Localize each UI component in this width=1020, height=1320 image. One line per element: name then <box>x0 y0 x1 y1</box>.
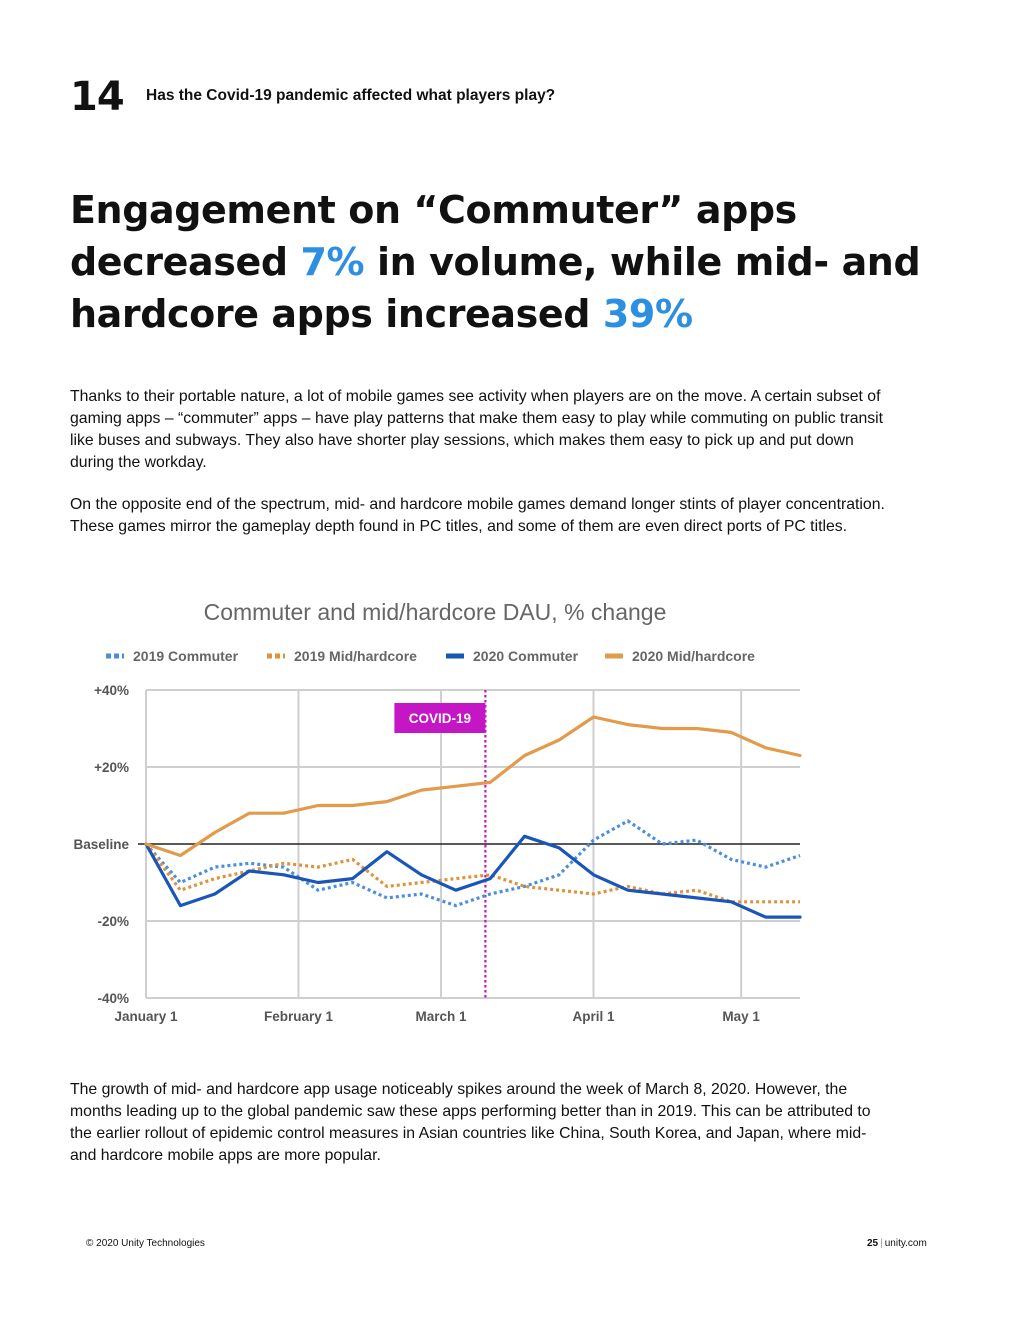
y-tick-label: Baseline <box>73 837 129 852</box>
headline-text-2: in volume, while mid- and hardcore apps … <box>70 240 921 336</box>
intro-paragraph: Thanks to their portable nature, a lot o… <box>70 388 884 471</box>
section-number: 14 <box>70 74 125 120</box>
footer-copyright: © 2020 Unity Technologies <box>86 1238 205 1249</box>
chart-title: Commuter and mid/hardcore DAU, % change <box>203 599 667 625</box>
headline-highlight-midcore: 39% <box>602 292 693 336</box>
series-line-2020-mid-hardcore <box>144 715 802 858</box>
x-tick-label: January 1 <box>114 1009 178 1024</box>
y-tick-label: +40% <box>94 683 129 698</box>
y-tick-label: -40% <box>97 991 129 1006</box>
x-tick-label: April 1 <box>572 1009 615 1024</box>
legend-label: 2019 Commuter <box>133 648 239 664</box>
x-tick-label: March 1 <box>415 1009 467 1024</box>
headline-highlight-commuter: 7% <box>300 240 365 284</box>
analysis-paragraph: The growth of mid- and hardcore app usag… <box>70 1081 871 1164</box>
page-number: 25 <box>867 1238 879 1249</box>
legend-label: 2019 Mid/hardcore <box>294 648 417 664</box>
headline-text: Engagement on “Commuter” apps decreased <box>70 188 797 284</box>
series-line-2020-commuter <box>144 834 802 919</box>
headline: Engagement on “Commuter” apps decreased … <box>70 184 950 340</box>
x-tick-label: February 1 <box>264 1009 334 1024</box>
footer-site: unity.com <box>884 1238 927 1249</box>
covid-label: COVID-19 <box>409 711 471 726</box>
x-tick-label: May 1 <box>722 1009 760 1024</box>
covid-label-box <box>394 703 486 733</box>
spectrum-paragraph: On the opposite end of the spectrum, mid… <box>70 496 885 535</box>
y-tick-label: -20% <box>97 914 129 929</box>
footer-page-info: 25 | unity.com <box>867 1238 927 1249</box>
legend-label: 2020 Commuter <box>473 648 579 664</box>
y-tick-label: +20% <box>94 760 129 775</box>
series-line-2019-commuter <box>144 819 801 908</box>
section-title: Has the Covid-19 pandemic affected what … <box>146 87 556 104</box>
footer-separator: | <box>880 1238 883 1249</box>
legend-label: 2020 Mid/hardcore <box>632 648 755 664</box>
